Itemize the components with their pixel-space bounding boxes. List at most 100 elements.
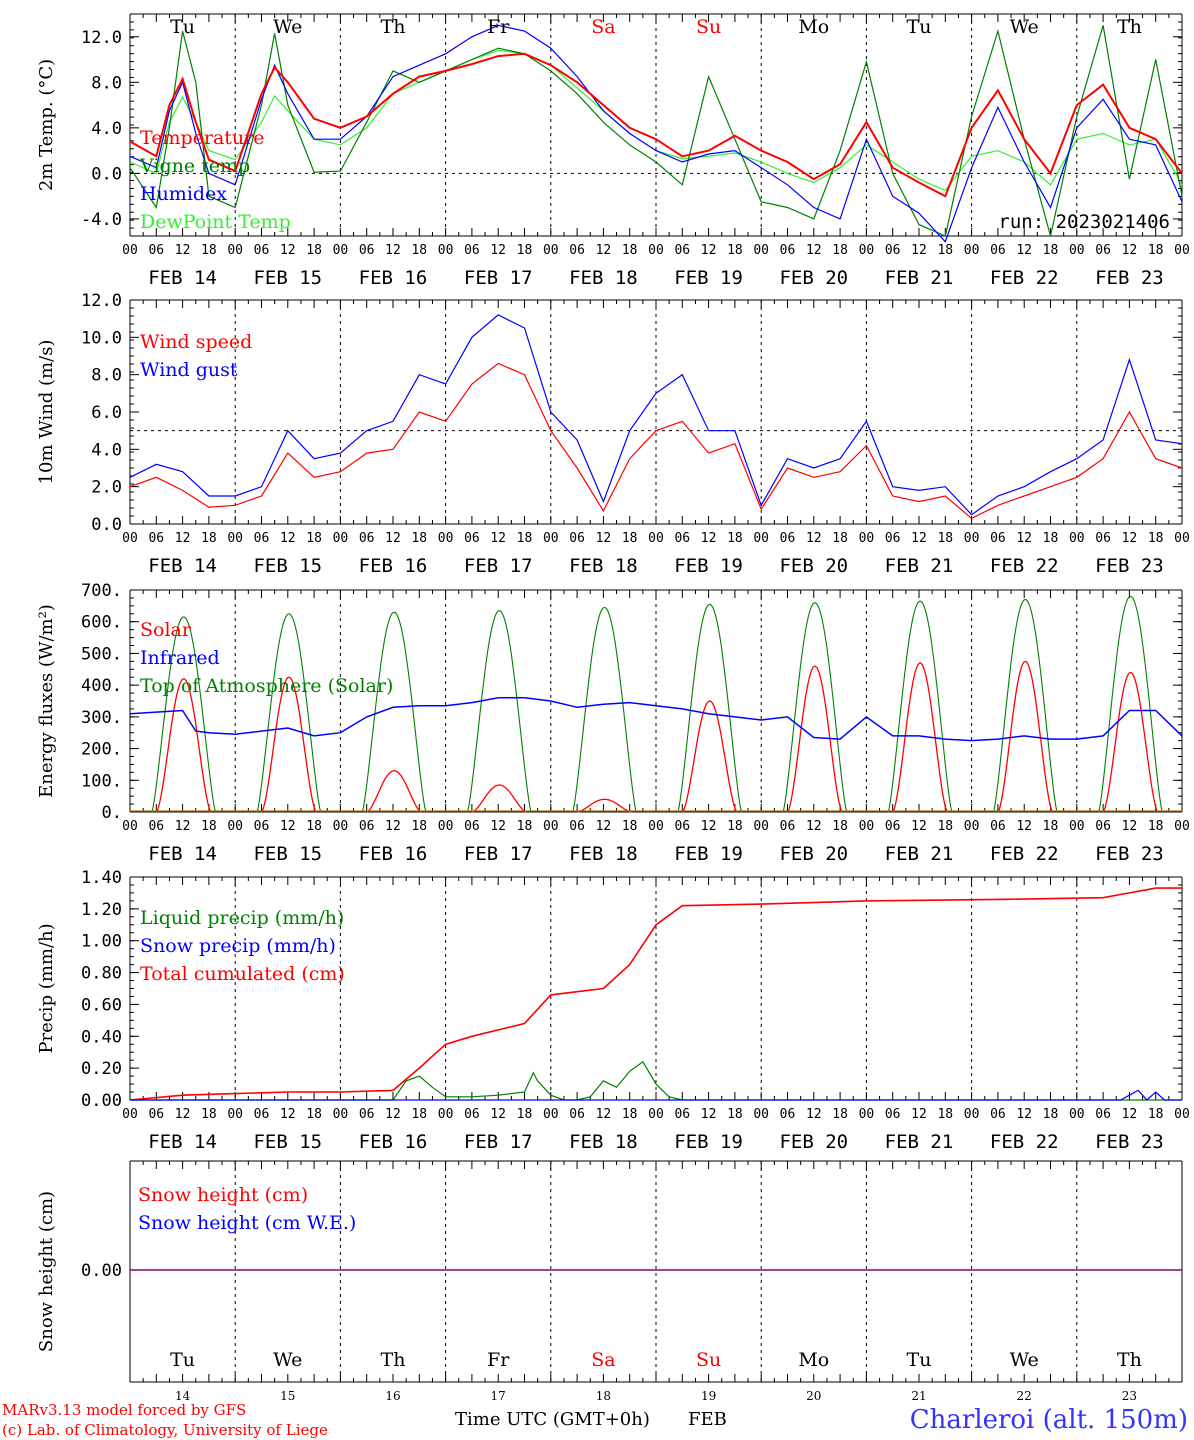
hour-label: 18 [937,1107,953,1122]
hour-label: 06 [1095,819,1111,834]
hour-label: 18 [727,531,743,546]
hour-label: 18 [622,819,638,834]
legend-entry: Snow precip (mm/h) [140,935,336,957]
hour-label: 00 [859,1107,875,1122]
hour-label: 18 [517,243,533,258]
weekday-label: Mo [798,16,829,38]
y-axis-label: 10m Wind (m/s) [36,340,57,485]
legend-entry: DewPoint Temp [140,211,291,233]
y-tick-label: 12.0 [81,291,122,311]
day-number: 23 [1122,1389,1137,1403]
hour-label: 12 [806,531,822,546]
hour-label: 12 [385,243,401,258]
panel-1: 2m Temp. (°C) -4.0 0.0 4.0 8.0 12.0 Tu We Th Fr Sa… [36,13,1190,289]
infrared-line [129,697,1183,742]
y-tick-label: 6.0 [91,403,122,423]
legend-entry: Total cumulated (cm) [140,963,345,985]
y-tick-label: 300. [81,708,122,728]
hour-label: 06 [148,1107,164,1122]
hour-label: 00 [333,531,349,546]
hour-label: 00 [333,819,349,834]
hour-label: 00 [1069,1107,1085,1122]
hour-label: 18 [622,243,638,258]
hour-label: 12 [385,819,401,834]
hour-label: 12 [280,1107,296,1122]
hour-label: 06 [254,531,270,546]
weekday-label: Th [1117,1349,1142,1371]
y-tick-label: 700. [81,581,122,601]
hour-label: 00 [227,531,243,546]
day-number: 18 [596,1389,611,1403]
date-label: FEB 18 [569,555,638,577]
date-label: FEB 18 [569,1131,638,1153]
hour-label: 18 [832,243,848,258]
day-number: 14 [175,1389,191,1403]
hour-label: 18 [727,243,743,258]
date-label: FEB 21 [885,843,954,865]
hour-label: 18 [517,531,533,546]
hour-label: 00 [859,531,875,546]
hour-label: 06 [569,531,585,546]
hour-label: 12 [280,531,296,546]
date-label: FEB 16 [359,267,428,289]
series-line [130,1089,1182,1101]
y-tick-label: -4.0 [81,210,122,230]
solar-curve [1102,671,1159,813]
legend-entry: Wind gust [140,359,238,381]
hour-label: 18 [832,819,848,834]
hour-label: 12 [596,243,612,258]
hour-label: 12 [385,531,401,546]
legend-entry: Liquid precip (mm/h) [140,907,344,929]
hour-label: 00 [543,1107,559,1122]
y-tick-label: 0.00 [81,1091,122,1111]
hour-label: 12 [1016,531,1032,546]
x-axis-month: FEB [688,1409,727,1430]
hour-label: 18 [937,243,953,258]
solar-curve [786,665,843,813]
hour-label: 12 [911,1107,927,1122]
date-label: FEB 23 [1095,843,1164,865]
hour-label: 12 [280,819,296,834]
y-tick-label: 0.0 [91,164,122,184]
series-line [129,887,1182,1101]
hour-label: 00 [753,531,769,546]
date-label: FEB 20 [779,555,848,577]
day-number: 15 [280,1389,295,1403]
y-tick-label: 12.0 [81,28,122,48]
hour-label: 18 [727,819,743,834]
hour-label: 12 [175,1107,191,1122]
weekday-label: Th [381,16,406,38]
date-label: FEB 19 [674,555,743,577]
legend-entry: Infrared [140,647,220,669]
panel-5: Snow height (cm) 0.00 Snow height (cm) Snow… [36,1160,1183,1403]
run-annotation: run: 2023021406 [998,211,1170,233]
hour-label: 12 [1016,243,1032,258]
weekday-label: Sa [591,1349,615,1371]
date-label: FEB 17 [464,555,533,577]
y-tick-label: 0.0 [91,515,122,535]
toa-solar-curve [572,606,637,813]
weekday-label: We [273,1349,302,1371]
weekday-label: We [1010,1349,1039,1371]
weekday-label: Tu [170,16,195,38]
weekday-label: Sa [591,16,615,38]
solar-curve [997,660,1054,813]
hour-label: 18 [1148,819,1164,834]
hour-label: 06 [464,1107,480,1122]
hour-label: 12 [596,1107,612,1122]
weekday-label: Mo [798,1349,829,1371]
hour-label: 00 [964,531,980,546]
series-line [129,52,1183,198]
hour-label: 00 [543,243,559,258]
hour-label: 00 [333,243,349,258]
date-label: FEB 20 [779,1131,848,1153]
date-label: FEB 22 [990,555,1059,577]
y-tick-label: 200. [81,740,122,760]
hour-label: 06 [569,819,585,834]
hour-label: 06 [254,819,270,834]
y-tick-label: 4.0 [91,119,122,139]
hour-label: 00 [648,243,664,258]
hour-label: 00 [1174,1107,1190,1122]
date-label: FEB 15 [253,1131,322,1153]
hour-label: 06 [569,1107,585,1122]
